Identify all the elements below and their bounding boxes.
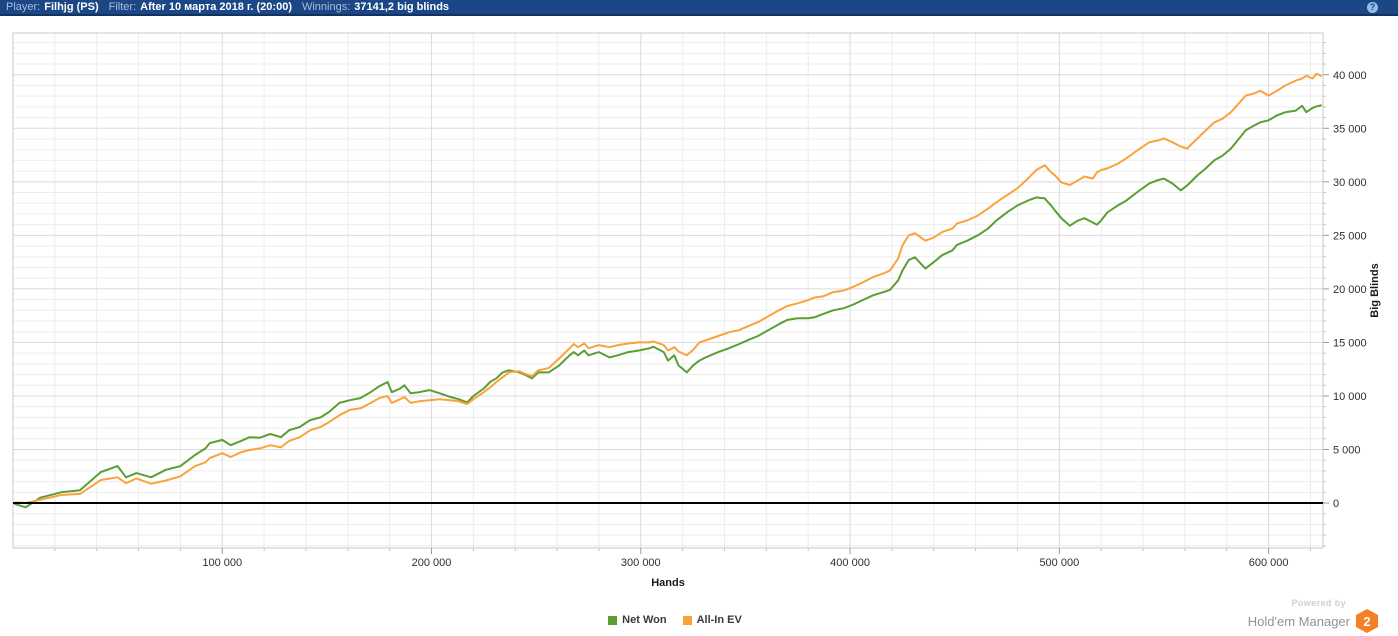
y-tick-label: 20 000 xyxy=(1333,284,1367,296)
filter-value: After 10 марта 2018 г. (20:00) xyxy=(140,1,292,13)
x-tick-label: 300 000 xyxy=(621,557,661,569)
legend-item-all-in-ev: All-In EV xyxy=(682,614,742,626)
x-tick-label: 600 000 xyxy=(1249,557,1289,569)
y-tick-label: 35 000 xyxy=(1333,123,1367,135)
chart-legend: Net Won All-In EV xyxy=(13,614,1337,626)
x-tick-label: 500 000 xyxy=(1039,557,1079,569)
legend-label-all-in-ev: All-In EV xyxy=(696,614,742,626)
y-tick-label: 30 000 xyxy=(1333,177,1367,189)
y-tick-label: 5 000 xyxy=(1333,444,1361,456)
brand-name: Hold'em Manager xyxy=(1247,613,1350,629)
help-icon[interactable]: ? xyxy=(1367,2,1378,13)
player-label: Player: xyxy=(6,1,41,13)
winnings-label: Winnings: xyxy=(301,1,351,13)
legend-item-net-won: Net Won xyxy=(608,614,667,626)
winnings-value: 37141,2 big blinds xyxy=(354,1,450,13)
filter-label: Filter: xyxy=(108,1,137,13)
brand-footer: Powered by Hold'em Manager 2 xyxy=(1248,598,1378,633)
x-tick-label: 100 000 xyxy=(202,557,242,569)
plot-border xyxy=(12,32,1324,549)
legend-label-net-won: Net Won xyxy=(622,614,667,626)
y-tick-label: 10 000 xyxy=(1333,391,1367,403)
y-tick-label: 0 xyxy=(1333,498,1339,510)
series-line-net-won xyxy=(14,104,1322,509)
y-tick-label: 15 000 xyxy=(1333,337,1367,349)
net-won-swatch-icon xyxy=(608,615,618,625)
x-axis-title: Hands xyxy=(651,577,685,589)
player-value: Filhjg (PS) xyxy=(44,1,99,13)
hem2-logo-icon: 2 xyxy=(1356,609,1378,633)
powered-by-text: Powered by xyxy=(1291,598,1346,608)
title-bar: Player: Filhjg (PS) Filter: After 10 мар… xyxy=(0,0,1398,16)
x-tick-label: 400 000 xyxy=(830,557,870,569)
all-in-ev-swatch-icon xyxy=(682,615,692,625)
x-tick-label: 200 000 xyxy=(412,557,452,569)
series-line-all-in-ev xyxy=(14,72,1322,504)
y-tick-label: 40 000 xyxy=(1333,70,1367,82)
y-tick-label: 25 000 xyxy=(1333,230,1367,242)
y-axis-title: Big Blinds xyxy=(1369,263,1381,317)
